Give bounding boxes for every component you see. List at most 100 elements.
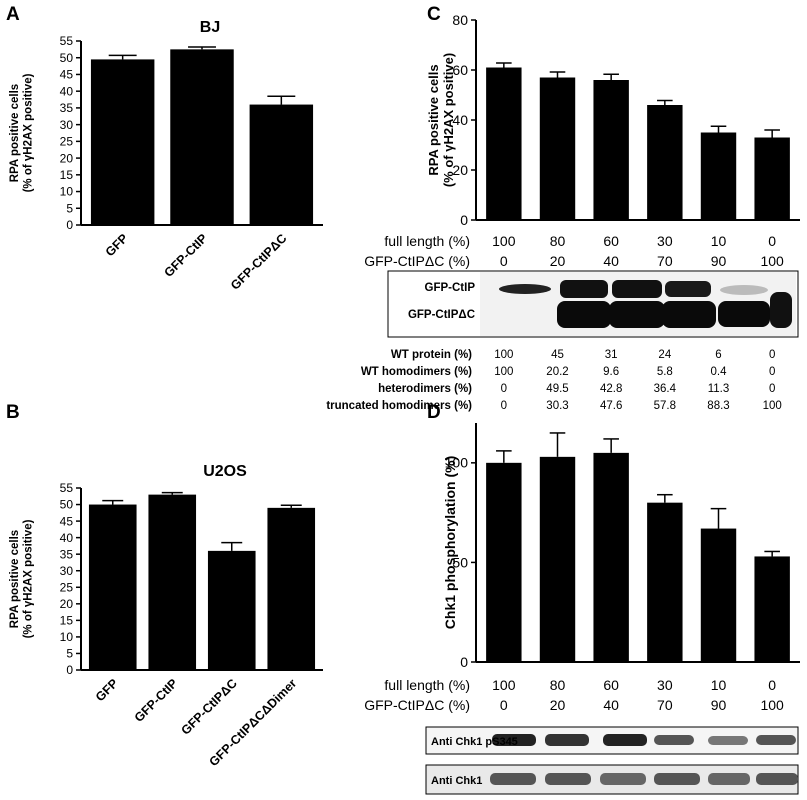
y-tick-label: 45 bbox=[60, 68, 74, 82]
bar bbox=[90, 59, 155, 226]
y-tick-label: 80 bbox=[452, 12, 468, 28]
y-tick-label: 35 bbox=[60, 547, 74, 561]
table-cell: 47.6 bbox=[600, 400, 622, 412]
blot-label-gfp-ctip-dc: GFP-CtIPΔC bbox=[408, 309, 475, 321]
full-length-value: 60 bbox=[603, 677, 619, 693]
table-cell: 31 bbox=[605, 349, 618, 361]
table-cell: 0.4 bbox=[711, 366, 728, 378]
table-cell: 42.8 bbox=[600, 383, 622, 395]
y-tick-label: 55 bbox=[60, 481, 74, 495]
blot-label-gfp-ctip: GFP-CtIP bbox=[425, 282, 476, 294]
table-cell: 88.3 bbox=[707, 400, 729, 412]
row-label-full-length: full length (%) bbox=[384, 677, 470, 693]
western-blot-d: Anti Chk1 pS345 Anti Chk1 bbox=[425, 726, 799, 795]
bar bbox=[700, 132, 737, 220]
table-row-label-wt-protein: WT protein (%) bbox=[391, 349, 472, 361]
ctip-dc-value: 0 bbox=[500, 697, 508, 713]
table-row-label-wt-homodimers: WT homodimers (%) bbox=[361, 366, 472, 378]
y-tick-label: 35 bbox=[60, 101, 74, 115]
table-cell: 100 bbox=[494, 366, 513, 378]
full-length-value: 10 bbox=[711, 233, 727, 249]
table-cell: 49.5 bbox=[546, 383, 568, 395]
y-tick-label: 55 bbox=[60, 34, 74, 48]
bar bbox=[170, 49, 234, 226]
full-length-value: 80 bbox=[550, 677, 566, 693]
table-cell: 20.2 bbox=[546, 366, 568, 378]
y-tick-label: 20 bbox=[452, 162, 468, 178]
table-cell: 45 bbox=[551, 349, 564, 361]
row-label-ctip-dc: GFP-CtIPΔC (%) bbox=[364, 253, 470, 269]
full-length-value: 30 bbox=[657, 233, 673, 249]
western-blot-c: GFP-CtIP GFP-CtIPΔC bbox=[387, 270, 799, 338]
full-length-value: 30 bbox=[657, 677, 673, 693]
panel-letter-b: B bbox=[6, 402, 20, 423]
ctip-dc-value: 40 bbox=[603, 253, 619, 269]
table-cell: 9.6 bbox=[603, 366, 619, 378]
bar bbox=[148, 494, 197, 670]
table-cell: 57.8 bbox=[654, 400, 676, 412]
bar bbox=[593, 80, 629, 220]
bar bbox=[647, 105, 683, 220]
ctip-dc-value: 100 bbox=[760, 697, 784, 713]
table-cell: 0 bbox=[501, 400, 507, 412]
bar bbox=[267, 507, 316, 670]
table-row-label-heterodimers: heterodimers (%) bbox=[378, 383, 472, 395]
y-tick-label: 25 bbox=[60, 580, 74, 594]
table-cell: 0 bbox=[769, 349, 775, 361]
bar bbox=[249, 104, 314, 225]
bar bbox=[647, 502, 683, 662]
bar bbox=[207, 550, 256, 670]
y-tick-label: 5 bbox=[66, 647, 73, 661]
bar bbox=[486, 462, 522, 662]
ctip-dc-value: 100 bbox=[760, 253, 784, 269]
y-tick-label: 20 bbox=[60, 597, 74, 611]
y-tick-label: 30 bbox=[60, 118, 74, 132]
y-tick-label: 50 bbox=[452, 554, 468, 570]
x-tick-label: GFP-CtIP bbox=[132, 676, 181, 725]
panel-title-bj: BJ bbox=[200, 19, 220, 36]
table-cell: 36.4 bbox=[654, 383, 677, 395]
table-cell: 5.8 bbox=[657, 366, 673, 378]
y-tick-label: 40 bbox=[452, 112, 468, 128]
y-axis-label: (% of γH2AX positive) bbox=[23, 73, 35, 192]
table-cell: 100 bbox=[494, 349, 513, 361]
bar bbox=[88, 504, 137, 670]
y-axis-label: RPA positive cells bbox=[426, 64, 441, 175]
y-tick-label: 30 bbox=[60, 564, 74, 578]
x-tick-label: GFP bbox=[103, 231, 131, 259]
table-cell: 24 bbox=[658, 349, 671, 361]
y-axis-label: RPA positive cells bbox=[9, 530, 21, 628]
bar bbox=[700, 528, 737, 662]
y-tick-label: 20 bbox=[60, 151, 74, 165]
bar bbox=[486, 67, 522, 220]
x-tick-label: GFP-CtIPΔC bbox=[228, 231, 289, 292]
panel-letter-c: C bbox=[427, 4, 441, 25]
ctip-dc-value: 70 bbox=[657, 253, 673, 269]
dimer-table: WT protein (%) 100 45 31 24 6 0 WT homodimers (… bbox=[326, 349, 781, 412]
table-cell: 100 bbox=[763, 400, 782, 412]
y-tick-label: 45 bbox=[60, 514, 74, 528]
x-tick-label: GFP bbox=[93, 676, 121, 704]
chart-c: 0 20 40 60 80 RPA positive cells (% of γH2AX p… bbox=[364, 12, 800, 269]
blot-label-chk1: Anti Chk1 bbox=[431, 775, 482, 787]
bar bbox=[539, 77, 576, 220]
ctip-dc-value: 90 bbox=[711, 253, 727, 269]
bar bbox=[593, 452, 629, 662]
panel-letter-a: A bbox=[6, 4, 20, 25]
ctip-dc-value: 20 bbox=[550, 697, 566, 713]
ctip-dc-value: 0 bbox=[500, 253, 508, 269]
chart-a: 0 5 10 15 20 25 30 35 40 45 50 55 RPA positive cells… bbox=[9, 34, 323, 293]
y-axis-label: RPA positive cells bbox=[9, 84, 21, 182]
full-length-value: 100 bbox=[492, 233, 516, 249]
x-tick-label: GFP-CtIP bbox=[161, 231, 210, 280]
ctip-dc-value: 40 bbox=[603, 697, 619, 713]
bar bbox=[754, 556, 790, 662]
bar bbox=[539, 456, 576, 662]
panel-title-u2os: U2OS bbox=[203, 463, 247, 480]
y-axis-label: (% of γH2AX positive) bbox=[441, 53, 456, 187]
full-length-value: 0 bbox=[768, 677, 776, 693]
full-length-value: 10 bbox=[711, 677, 727, 693]
full-length-value: 60 bbox=[603, 233, 619, 249]
ctip-dc-value: 70 bbox=[657, 697, 673, 713]
